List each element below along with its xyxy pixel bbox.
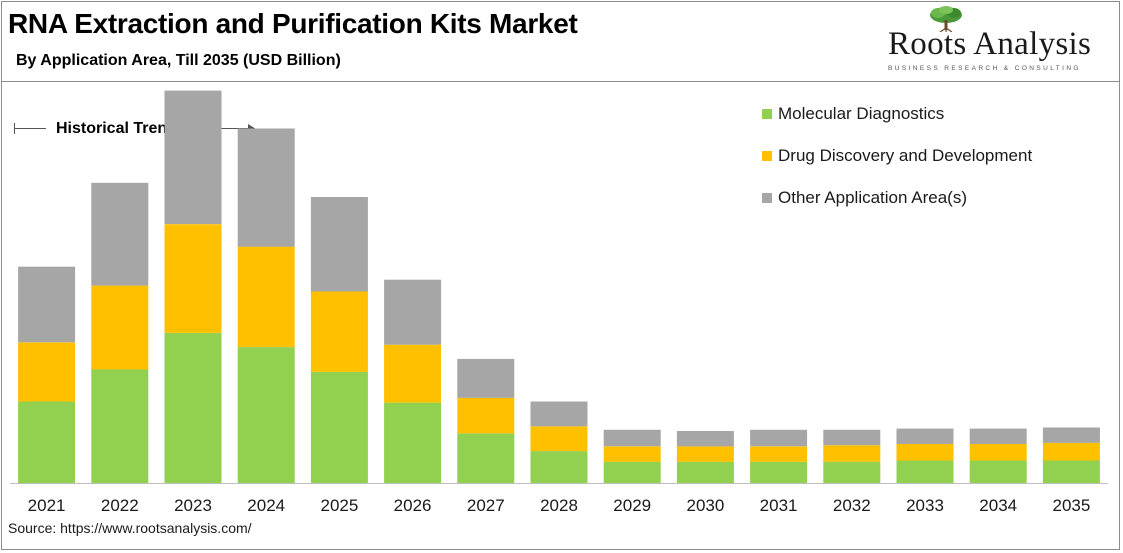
legend-swatch-molecular-diagnostics [762,109,772,119]
x-tick-label: 2032 [833,496,871,515]
x-tick-label: 2024 [247,496,285,515]
chart-title: RNA Extraction and Purification Kits Mar… [8,8,578,39]
bar-drug-discovery-2024 [237,246,295,348]
bar-molecular-diagnostics-2034 [969,460,1027,483]
x-tick-label: 2023 [174,496,212,515]
bar-drug-discovery-2022 [91,285,149,370]
bar-drug-discovery-2027 [457,397,515,434]
bar-drug-discovery-2025 [310,291,368,372]
bar-other-2026 [384,279,442,345]
bar-other-2024 [237,128,295,247]
source-note: Source: https://www.rootsanalysis.com/ [8,520,252,536]
bar-other-2032 [823,429,881,446]
historical-trends-label: Historical Trends [56,120,186,137]
bar-molecular-diagnostics-2029 [603,461,661,483]
x-tick-label: 2021 [28,496,66,515]
bar-molecular-diagnostics-2033 [896,460,954,483]
bar-drug-discovery-2030 [676,446,734,462]
x-tick-label: 2022 [101,496,139,515]
bar-other-2034 [969,428,1027,444]
bar-other-2030 [676,431,734,447]
bar-molecular-diagnostics-2021 [18,401,76,483]
bar-molecular-diagnostics-2030 [676,461,734,483]
bar-other-2025 [310,197,368,292]
bar-drug-discovery-2023 [164,224,222,333]
bar-molecular-diagnostics-2027 [457,433,515,483]
bar-molecular-diagnostics-2022 [91,369,149,483]
bar-molecular-diagnostics-2024 [237,347,295,483]
legend-label-drug-discovery: Drug Discovery and Development [778,146,1033,165]
logo-tagline: BUSINESS RESEARCH & CONSULTING [888,65,1081,72]
bar-drug-discovery-2029 [603,446,661,462]
historical-trends-left-line [14,128,46,129]
tree-icon [930,6,962,32]
bar-other-2023 [164,90,222,225]
bar-other-2035 [1042,427,1100,443]
legend-label-other: Other Application Area(s) [778,188,967,207]
legend-label-molecular-diagnostics: Molecular Diagnostics [778,104,945,123]
roots-analysis-logo: Roots Analysis BUSINESS RESEARCH & CONSU… [880,6,1110,76]
x-tick-label: 2027 [467,496,505,515]
bar-drug-discovery-2021 [18,342,76,402]
x-tick-label: 2033 [906,496,944,515]
historical-trends-right-line [215,128,253,129]
x-tick-label: 2028 [540,496,578,515]
x-tick-label: 2034 [979,496,1017,515]
chart-subtitle: By Application Area, Till 2035 (USD Bill… [16,52,341,69]
bar-molecular-diagnostics-2025 [310,371,368,483]
bar-drug-discovery-2031 [750,446,808,462]
legend-swatch-other [762,193,772,203]
bar-drug-discovery-2028 [530,426,588,452]
x-tick-label: 2029 [613,496,651,515]
bar-other-2029 [603,429,661,447]
bar-drug-discovery-2033 [896,444,954,461]
bar-molecular-diagnostics-2035 [1042,460,1100,483]
x-tick-label: 2035 [1052,496,1090,515]
bar-drug-discovery-2026 [384,344,442,403]
bar-molecular-diagnostics-2028 [530,451,588,483]
bar-drug-discovery-2035 [1042,442,1100,461]
x-tick-label: 2030 [686,496,724,515]
legend-swatch-drug-discovery [762,151,772,161]
x-tick-label: 2025 [320,496,358,515]
bar-other-2027 [457,358,515,398]
bar-molecular-diagnostics-2023 [164,332,222,483]
bar-drug-discovery-2032 [823,445,881,462]
bar-other-2031 [750,429,808,447]
header-divider [1,81,1120,82]
bar-molecular-diagnostics-2026 [384,402,442,483]
x-tick-label: 2026 [394,496,432,515]
x-tick-label: 2031 [760,496,798,515]
logo-wordmark: Roots Analysis [888,26,1092,62]
bar-molecular-diagnostics-2032 [823,461,881,483]
bar-other-2022 [91,182,149,286]
bar-other-2021 [18,266,76,343]
bar-other-2033 [896,428,954,444]
bar-other-2028 [530,401,588,427]
bar-molecular-diagnostics-2031 [750,461,808,483]
bar-drug-discovery-2034 [969,444,1027,461]
